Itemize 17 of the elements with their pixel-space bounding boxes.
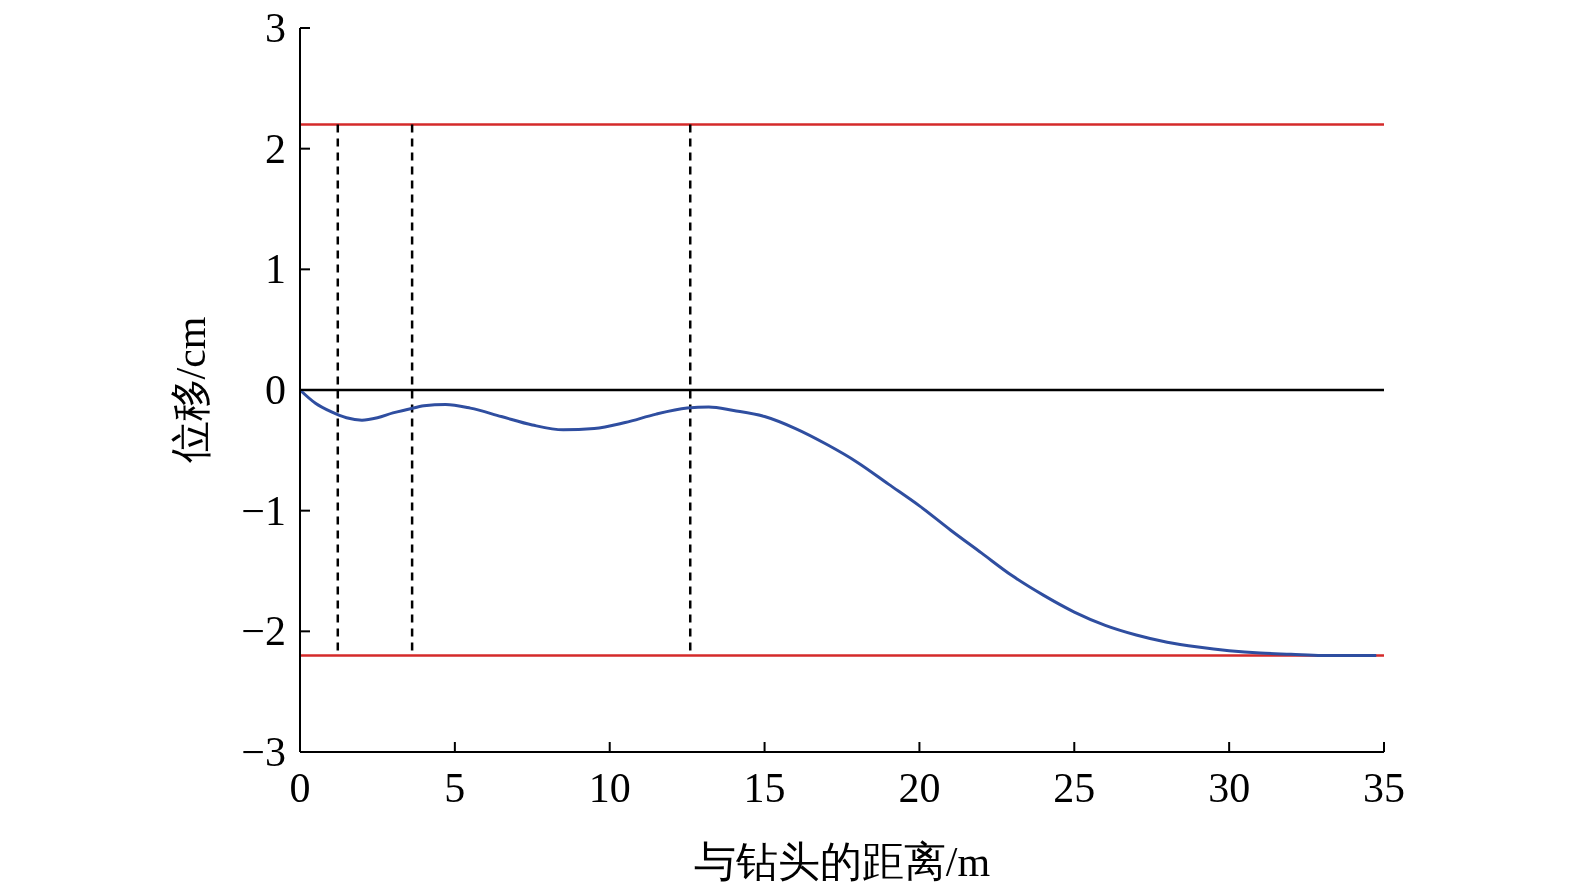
x-tick-label: 5	[444, 765, 466, 811]
y-tick-label: 3	[265, 5, 286, 51]
y-tick-label: 1	[265, 246, 286, 293]
x-axis-title: 与钻头的距离/m	[693, 839, 991, 885]
y-tick-label: −2	[241, 608, 286, 655]
line-series	[298, 388, 1378, 657]
x-tick-label: 35	[1363, 765, 1405, 811]
y-tick-label: −3	[241, 729, 286, 775]
x-tick-label: 10	[588, 765, 631, 811]
x-tick-label: 25	[1053, 765, 1096, 811]
y-tick-label: 0	[265, 367, 286, 413]
x-tick-label: 15	[743, 765, 786, 811]
y-axis-title: 位移/cm	[168, 316, 214, 464]
x-tick-label: 30	[1208, 765, 1251, 811]
y-tick-label: 2	[265, 125, 286, 172]
y-tick-label: −1	[241, 487, 286, 534]
x-tick-label: 20	[898, 765, 941, 811]
